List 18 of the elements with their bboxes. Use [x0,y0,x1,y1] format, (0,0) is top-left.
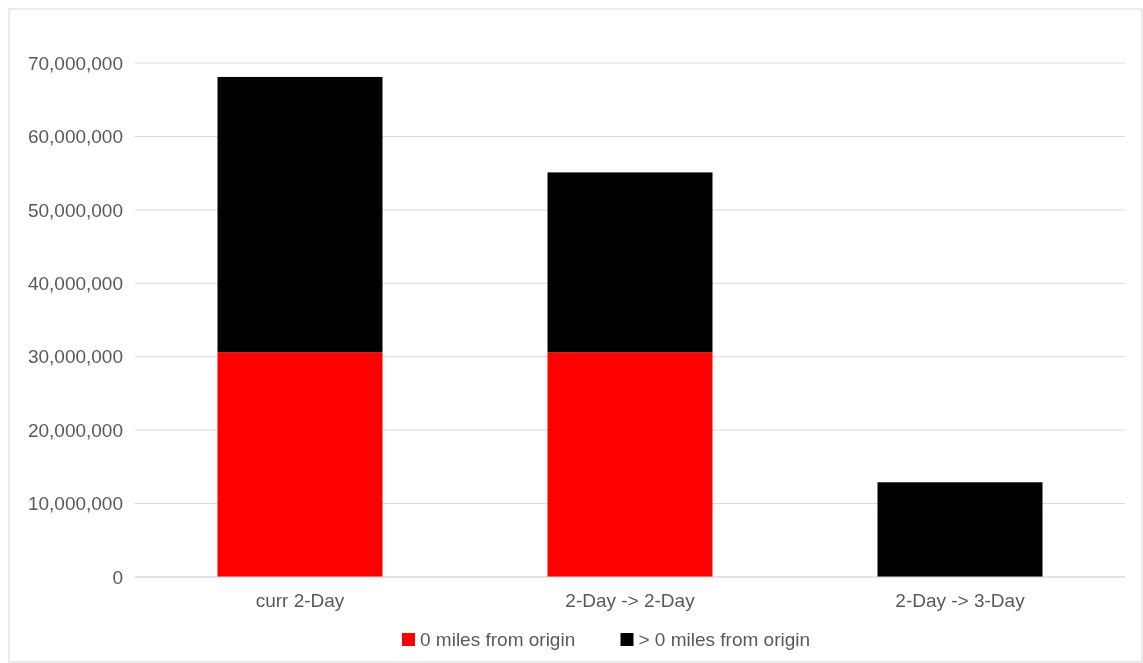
x-tick-label: 2-Day -> 3-Day [895,590,1026,611]
y-tick-label: 30,000,000 [27,346,123,368]
x-tick-label: curr 2-Day [255,590,345,611]
y-tick-label: 0 [112,566,123,588]
bar [547,352,713,577]
x-tick-label: 2-Day -> 2-Day [565,590,696,611]
bar [547,172,713,353]
y-tick-label: 10,000,000 [27,493,123,515]
y-tick-label: 40,000,000 [27,272,123,294]
bar [217,352,383,577]
legend-label: 0 miles from origin [420,629,576,651]
bar [877,482,1043,577]
y-tick-label: 50,000,000 [27,199,123,221]
y-tick-label: 60,000,000 [27,126,123,148]
y-tick-label: 70,000,000 [27,52,123,74]
bar [217,76,383,353]
y-tick-label: 20,000,000 [27,419,123,441]
legend-label: > 0 miles from origin [638,629,811,651]
